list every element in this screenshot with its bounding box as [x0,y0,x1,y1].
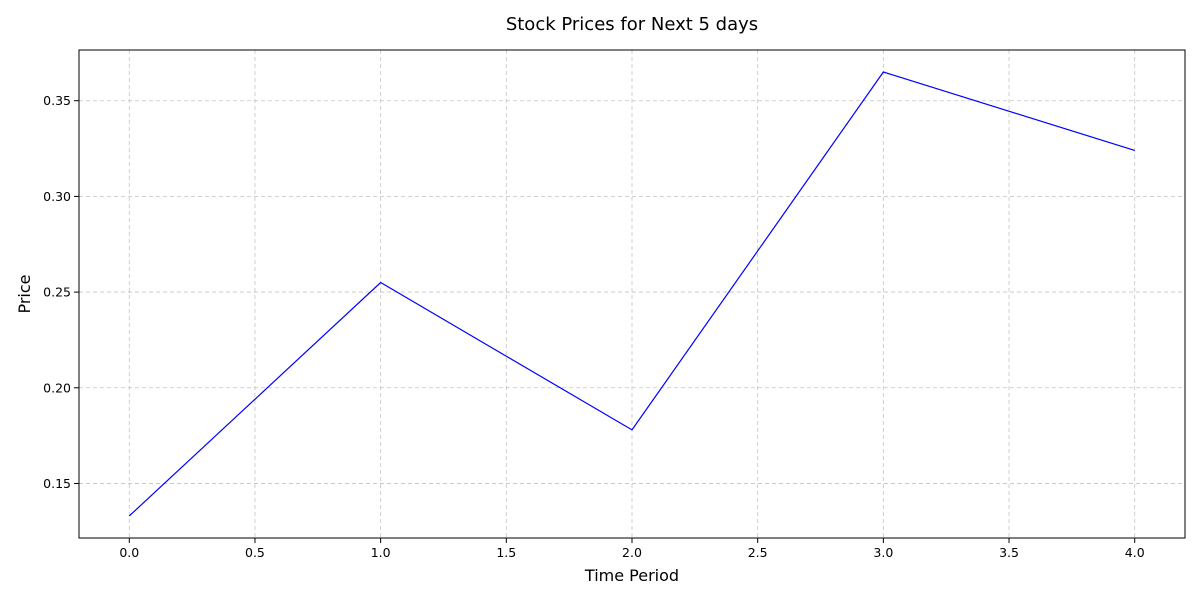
x-tick-label: 3.5 [999,545,1019,560]
series-layer [128,71,1135,517]
x-tick-label: 2.0 [622,545,642,560]
y-tick-label: 0.35 [43,93,71,108]
y-axis: 0.15 0.20 0.25 0.30 0.35 [43,93,79,491]
x-tick-label: 0.0 [119,545,139,560]
chart-title: Stock Prices for Next 5 days [506,14,758,35]
price-line [128,71,1135,517]
x-tick-label: 4.0 [1125,545,1145,560]
x-axis-label: Time Period [584,566,679,585]
y-tick-label: 0.30 [43,189,71,204]
x-tick-label: 1.5 [496,545,516,560]
y-axis-label: Price [15,274,34,313]
x-tick-label: 3.0 [873,545,893,560]
y-tick-label: 0.20 [43,380,71,395]
y-tick-label: 0.15 [43,476,71,491]
x-axis: 0.0 0.5 1.0 1.5 2.0 2.5 3.0 3.5 4.0 [119,538,1145,560]
y-gridlines [79,100,1185,484]
x-tick-label: 2.5 [748,545,768,560]
x-tick-label: 1.0 [371,545,391,560]
y-tick-label: 0.25 [43,285,71,300]
x-tick-label: 0.5 [245,545,265,560]
x-gridlines [128,50,1136,538]
